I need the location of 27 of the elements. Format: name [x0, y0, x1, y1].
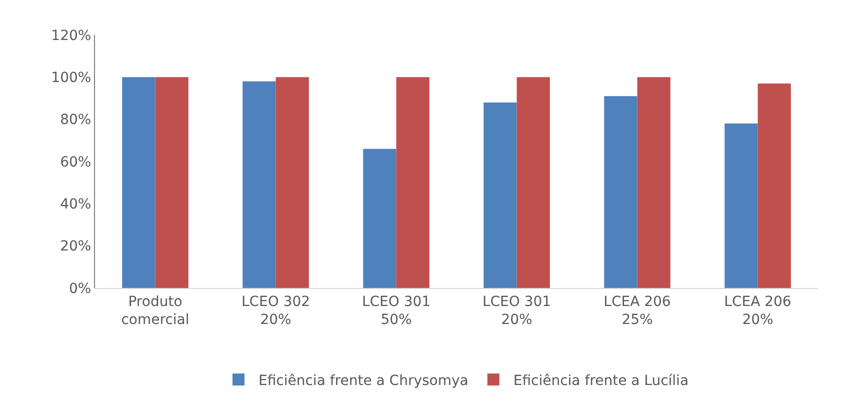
- bar: [516, 77, 550, 288]
- bar: [396, 77, 430, 288]
- bar: [242, 81, 276, 288]
- bar: [724, 124, 758, 288]
- x-tick-label: LCEA 206 25%: [604, 294, 671, 328]
- bar: [155, 77, 188, 288]
- x-tick-label: LCEA 206 20%: [724, 294, 792, 328]
- bar: [637, 77, 670, 288]
- y-tick-label: 100%: [51, 70, 92, 86]
- x-tick-label: LCEO 301 50%: [362, 294, 431, 328]
- bar: [363, 148, 396, 288]
- bar: [484, 102, 517, 288]
- y-tick-label: 60%: [60, 154, 92, 170]
- y-tick-label: 120%: [51, 28, 92, 44]
- bar: [604, 96, 638, 288]
- bar: [758, 83, 791, 288]
- x-tick-label: Produto comercial: [121, 294, 190, 328]
- y-tick-label: 20%: [60, 238, 92, 255]
- x-tick-label: LCEO 301 20%: [482, 294, 552, 328]
- y-tick-label: 0%: [68, 280, 92, 297]
- y-tick-label: 80%: [60, 112, 92, 128]
- x-tick-label: LCEO 302 20%: [241, 294, 310, 328]
- legend-label: Eficiência frente a Lucília: [513, 372, 689, 389]
- y-tick-label: 40%: [60, 196, 92, 213]
- legend-label: Eficiência frente a Chrysomya: [258, 372, 468, 389]
- bar: [276, 77, 309, 288]
- bar: [122, 77, 156, 288]
